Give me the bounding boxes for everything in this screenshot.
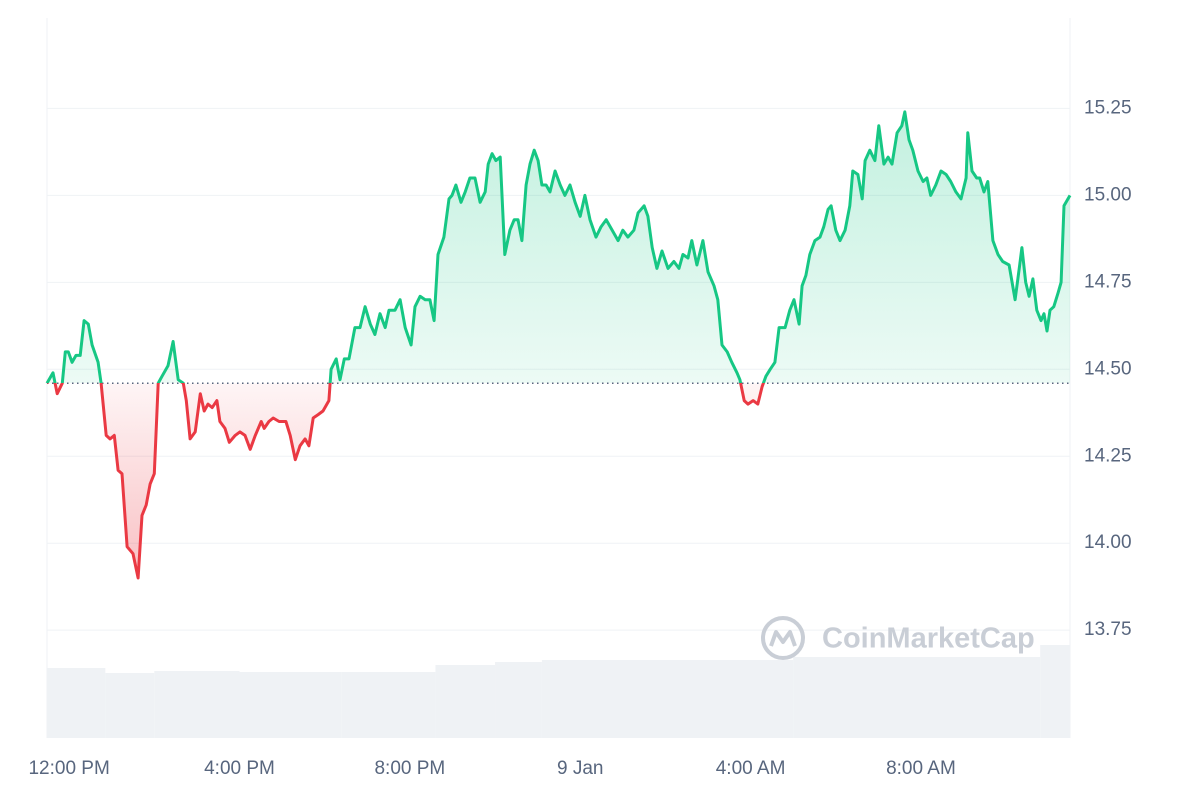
volume-bar [105,673,155,738]
watermark-logo [761,616,805,660]
volume-bar [239,672,342,738]
watermark-logo-mark [769,630,797,647]
volume-bar [341,672,436,738]
price-area [47,111,1070,579]
volume-bar [47,668,106,738]
x-tick-label: 8:00 PM [374,758,445,779]
x-tick-label: 4:00 PM [204,758,275,779]
y-tick-label: 14.00 [1084,532,1132,553]
x-tick-label: 9 Jan [557,758,603,779]
volume-bar [495,662,542,738]
x-tick-label: 8:00 AM [886,758,956,779]
y-tick-label: 14.50 [1084,358,1132,379]
y-tick-label: 14.75 [1084,271,1132,292]
y-tick-label: 13.75 [1084,619,1132,640]
plot-layer [45,110,1072,580]
volume-bar [793,657,1041,738]
volume-bar [154,671,240,738]
y-tick-label: 15.00 [1084,184,1132,205]
volume-bar [1040,645,1070,738]
volume-bar [435,665,496,738]
price-line [45,110,1072,580]
x-tick-label: 12:00 PM [28,758,109,779]
y-tick-label: 15.25 [1084,97,1132,118]
volume-layer [47,645,1070,738]
y-tick-label: 14.25 [1084,445,1132,466]
watermark: CoinMarketCap [761,616,1035,660]
x-tick-label: 4:00 AM [716,758,786,779]
watermark-text: CoinMarketCap [822,623,1035,655]
label-layer: 13.75 14.00 14.25 14.50 14.75 15.00 15.25 12:00… [28,97,1131,779]
volume-bar [541,660,794,738]
